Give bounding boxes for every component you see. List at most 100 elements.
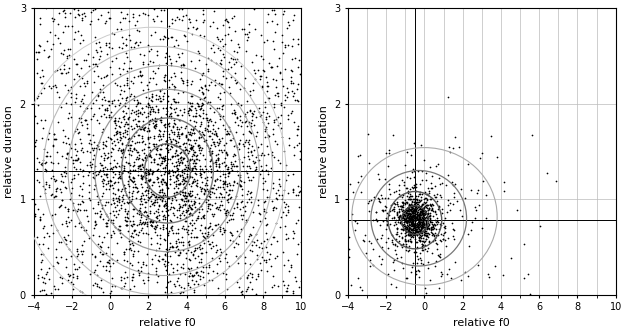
Point — [69, 56, 79, 62]
Point — [283, 257, 293, 263]
Point — [64, 219, 74, 224]
Point — [410, 203, 420, 208]
Point — [196, 134, 206, 139]
Point — [203, 55, 213, 61]
Point — [180, 203, 190, 208]
Point — [118, 109, 128, 114]
Point — [56, 254, 66, 260]
Point — [414, 213, 424, 219]
Point — [283, 113, 293, 118]
Point — [137, 175, 147, 180]
Point — [56, 51, 66, 56]
Point — [414, 207, 424, 212]
Point — [192, 107, 202, 112]
Point — [69, 6, 79, 11]
Point — [192, 18, 202, 23]
Point — [202, 194, 212, 199]
Point — [217, 194, 227, 199]
Point — [116, 175, 126, 180]
Point — [382, 196, 393, 201]
Point — [404, 215, 414, 220]
Point — [128, 213, 138, 218]
Point — [416, 223, 426, 228]
Point — [119, 60, 129, 66]
Point — [396, 204, 406, 209]
Point — [200, 125, 210, 131]
Point — [151, 194, 161, 199]
Point — [185, 210, 195, 216]
Point — [198, 213, 208, 218]
Point — [143, 213, 153, 219]
Point — [198, 269, 208, 275]
Point — [66, 253, 76, 259]
Point — [393, 225, 403, 231]
Point — [283, 190, 293, 196]
Point — [418, 235, 428, 241]
Point — [96, 277, 106, 283]
Point — [155, 7, 165, 13]
Point — [391, 188, 401, 193]
Point — [70, 147, 80, 152]
Point — [172, 163, 182, 168]
Point — [73, 149, 83, 154]
Point — [395, 219, 405, 224]
Point — [115, 72, 125, 77]
Point — [143, 189, 153, 194]
Point — [120, 129, 130, 135]
Point — [45, 153, 55, 158]
Point — [76, 120, 86, 125]
Point — [201, 264, 211, 270]
Point — [160, 169, 170, 175]
Point — [258, 180, 268, 186]
Point — [197, 129, 207, 134]
Point — [356, 174, 366, 179]
Point — [407, 219, 417, 225]
Point — [80, 117, 90, 122]
Point — [418, 208, 428, 214]
Point — [407, 208, 417, 214]
Point — [133, 210, 143, 216]
Point — [401, 238, 411, 243]
Point — [377, 245, 387, 250]
Point — [288, 80, 298, 85]
Point — [224, 188, 234, 193]
Point — [110, 191, 120, 197]
Point — [70, 267, 80, 272]
Point — [109, 118, 119, 124]
Point — [120, 207, 130, 212]
Point — [270, 93, 280, 98]
Point — [171, 140, 181, 145]
Point — [203, 239, 213, 244]
Point — [139, 147, 149, 152]
Point — [220, 67, 230, 72]
Point — [435, 181, 445, 187]
Point — [382, 219, 393, 224]
Point — [43, 38, 53, 43]
Point — [398, 214, 408, 220]
Point — [169, 282, 179, 287]
Point — [406, 152, 416, 158]
Point — [400, 217, 410, 223]
Point — [254, 245, 264, 250]
Point — [192, 192, 202, 197]
Point — [391, 231, 401, 237]
Point — [115, 163, 125, 169]
Point — [292, 42, 302, 47]
Point — [73, 155, 83, 161]
Point — [295, 278, 305, 284]
Point — [424, 210, 434, 215]
Point — [116, 148, 126, 153]
Point — [282, 42, 292, 48]
Point — [60, 15, 70, 20]
Point — [96, 285, 106, 290]
Point — [198, 238, 208, 243]
Point — [150, 253, 160, 258]
Point — [93, 16, 103, 21]
Point — [130, 22, 140, 28]
Point — [181, 133, 191, 139]
Point — [195, 169, 205, 174]
Point — [90, 34, 100, 40]
Point — [78, 208, 88, 213]
Point — [53, 36, 63, 41]
Point — [242, 275, 252, 281]
